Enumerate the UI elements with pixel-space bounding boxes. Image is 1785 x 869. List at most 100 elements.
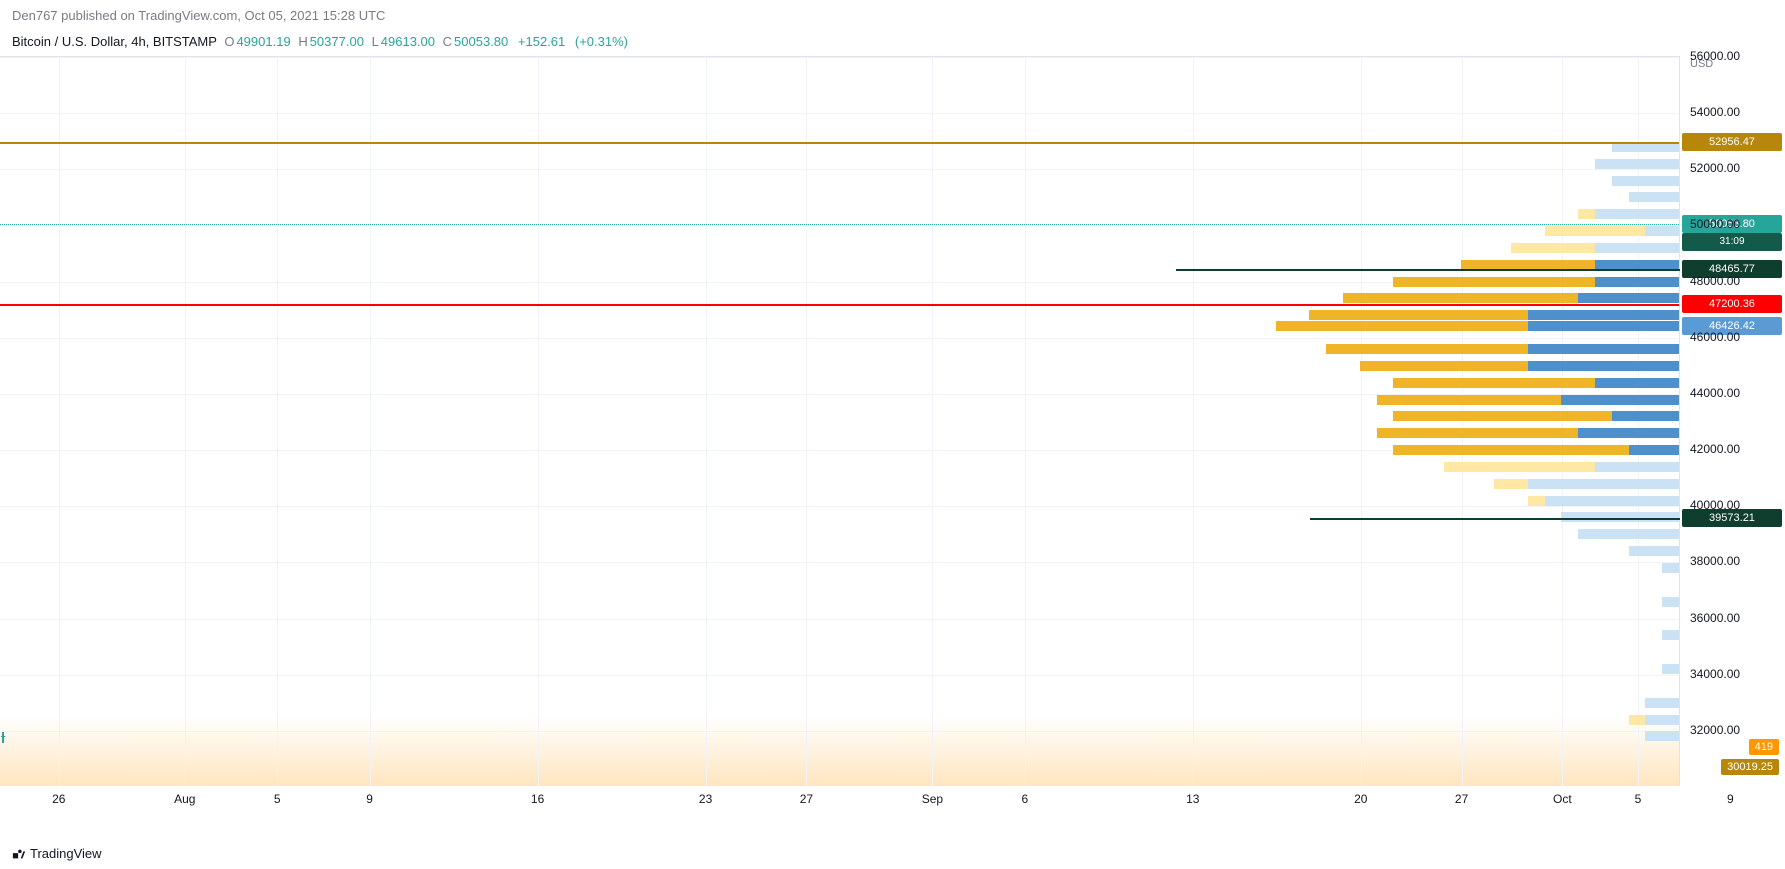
grid-v [370,57,371,786]
volume-profile-row [1545,226,1679,236]
grid-v [1562,57,1563,786]
grid-v [1361,57,1362,786]
volume-profile-row [1494,479,1679,489]
volume-profile-row [1393,445,1679,455]
range-line[interactable] [1310,518,1680,520]
grid-v [806,57,807,786]
y-tick: 56000.00 [1690,49,1740,63]
x-tick: 27 [1455,792,1468,806]
x-tick: 5 [1635,792,1642,806]
grid-v [59,57,60,786]
y-tick: 34000.00 [1690,667,1740,681]
volume-profile-row [1629,546,1679,556]
horizontal-line[interactable] [0,304,1679,306]
publish-header: Den767 published on TradingView.com, Oct… [12,8,385,23]
volume-profile-row [1276,321,1679,331]
ohlc-bar: Bitcoin / U.S. Dollar, 4h, BITSTAMP O499… [12,34,628,49]
grid-h [0,675,1679,676]
x-tick: Aug [174,792,195,806]
open-label: O [224,34,234,49]
volume-profile-row [1377,395,1679,405]
y-tick: 36000.00 [1690,611,1740,625]
volume-profile-row [1326,344,1679,354]
x-axis[interactable]: 26Aug59162327Sep6132027Oct59 [0,788,1680,812]
grid-h [0,506,1679,507]
change-value: +152.61 [518,34,565,49]
volume-profile-row [1595,159,1679,169]
x-tick: 5 [274,792,281,806]
open-value: 49901.19 [236,34,290,49]
volume-profile-row [1393,378,1679,388]
grid-v [1462,57,1463,786]
grid-h [0,562,1679,563]
x-tick: 27 [800,792,813,806]
volume-profile-row [1662,630,1679,640]
volume-profile-row [1528,496,1679,506]
y-tick: 54000.00 [1690,105,1740,119]
x-tick: 13 [1186,792,1199,806]
tradingview-icon [12,847,26,861]
y-axis[interactable]: USD 56000.0054000.0052000.0050000.004800… [1682,56,1785,786]
footer-branding: TradingView [12,846,102,861]
publish-date: Oct 05, 2021 15:28 UTC [245,8,386,23]
volume-profile-row [1393,277,1679,287]
grid-v [185,57,186,786]
volume-profile-row [1629,715,1679,725]
change-pct: (+0.31%) [575,34,628,49]
volume-profile-row [1578,209,1679,219]
volume-profile-row [1612,176,1679,186]
grid-v [706,57,707,786]
grid-h [0,731,1679,732]
y-tick: 46000.00 [1690,330,1740,344]
y-tick: 42000.00 [1690,442,1740,456]
site: TradingView.com [138,8,237,23]
grid-v [1025,57,1026,786]
x-tick: Oct [1553,792,1572,806]
grid-h [0,619,1679,620]
volume-profile-row [1377,428,1679,438]
volume-profile-row [1662,563,1679,573]
candle[interactable] [2,732,4,743]
volume-profile-row [1309,310,1679,320]
y-tick: 32000.00 [1690,723,1740,737]
volume-profile-row [1578,529,1679,539]
horizontal-line[interactable] [0,142,1679,144]
y-tick: 48000.00 [1690,274,1740,288]
y-tick: 38000.00 [1690,554,1740,568]
volume-profile-row [1444,462,1679,472]
footer-text: TradingView [30,846,102,861]
volume-profile-row [1393,411,1679,421]
high-label: H [298,34,307,49]
close-label: C [443,34,452,49]
volume-area-fill [0,716,1679,786]
volume-profile-row [1645,731,1679,741]
volume-profile-row [1662,597,1679,607]
current-price-line [0,224,1679,225]
x-tick: 26 [52,792,65,806]
y-tick: 44000.00 [1690,386,1740,400]
x-tick: 6 [1021,792,1028,806]
y-tick: 40000.00 [1690,498,1740,512]
x-tick: 9 [366,792,373,806]
published-on: published on [61,8,135,23]
grid-h [0,225,1679,226]
x-tick: 20 [1354,792,1367,806]
low-value: 49613.00 [381,34,435,49]
grid-v [932,57,933,786]
volume-profile-row [1629,192,1679,202]
grid-v [277,57,278,786]
grid-v [538,57,539,786]
grid-h [0,169,1679,170]
volume-profile-row [1343,293,1679,303]
grid-h [0,338,1679,339]
volume-profile-row [1511,243,1679,253]
volume-profile-row [1360,361,1679,371]
x-tick: 23 [699,792,712,806]
volume-profile-row [1662,664,1679,674]
y-tick: 52000.00 [1690,161,1740,175]
chart-area[interactable]: 52956.4750053.8031:0948465.7747200.36464… [0,56,1680,786]
x-tick: 16 [531,792,544,806]
range-line[interactable] [1176,269,1680,271]
volume-profile-row [1645,698,1679,708]
grid-h [0,113,1679,114]
